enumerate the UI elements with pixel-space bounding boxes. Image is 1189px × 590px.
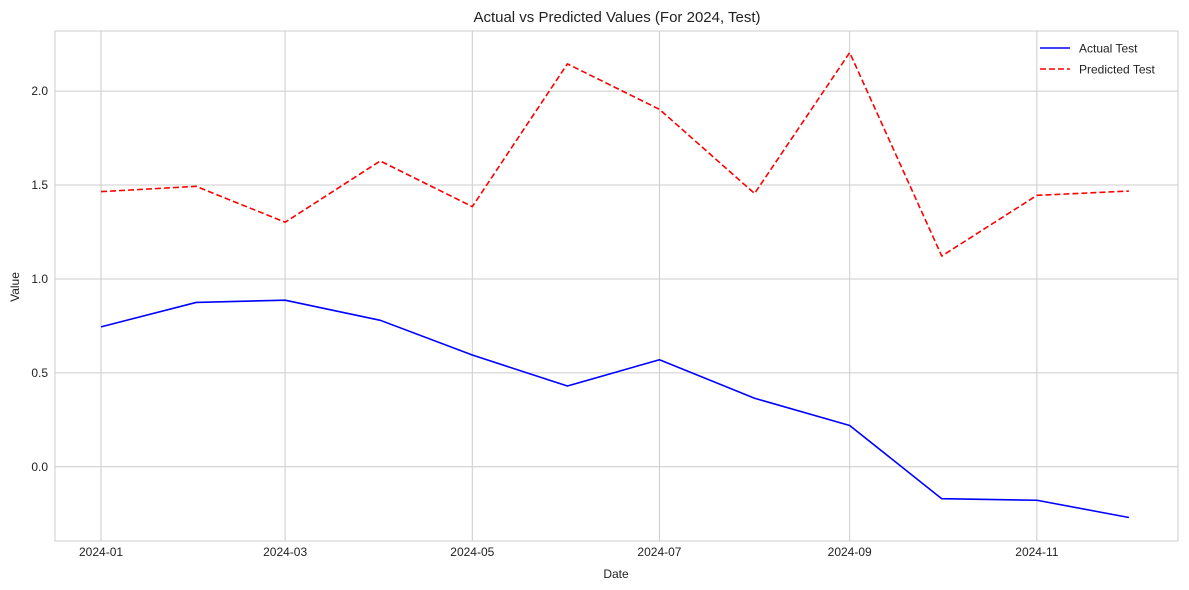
chart-title: Actual vs Predicted Values (For 2024, Te… bbox=[473, 9, 760, 26]
legend-entry-label: Actual Test bbox=[1079, 42, 1138, 56]
y-tick-label: 0.5 bbox=[31, 366, 48, 380]
y-tick-label: 1.5 bbox=[31, 178, 48, 192]
y-tick-label: 0.0 bbox=[31, 460, 48, 474]
x-tick-label: 2024-07 bbox=[637, 545, 681, 559]
x-tick-label: 2024-11 bbox=[1015, 545, 1058, 559]
grid bbox=[55, 31, 1178, 541]
x-axis-label: Date bbox=[603, 567, 629, 581]
y-axis-label: Value bbox=[8, 272, 22, 302]
y-tick-label: 1.0 bbox=[31, 272, 48, 286]
x-tick-label: 2024-09 bbox=[828, 545, 872, 559]
plot-area bbox=[54, 30, 1179, 542]
x-tick-label: 2024-01 bbox=[79, 545, 123, 559]
x-tick-label: 2024-03 bbox=[263, 545, 307, 559]
y-tick-label: 2.0 bbox=[31, 84, 48, 98]
legend: Actual Test Predicted Test bbox=[1040, 42, 1155, 77]
series-line-actual-test bbox=[100, 299, 1130, 519]
x-tick-label: 2024-05 bbox=[450, 545, 494, 559]
series-layer bbox=[100, 51, 1130, 519]
legend-entry-label: Predicted Test bbox=[1079, 63, 1155, 77]
series-line-predicted-test bbox=[100, 51, 1129, 257]
tick-labels: 0.0 0.5 1.0 1.5 2.0 2024-01 2024-03 2024-05 2024… bbox=[31, 84, 1058, 559]
